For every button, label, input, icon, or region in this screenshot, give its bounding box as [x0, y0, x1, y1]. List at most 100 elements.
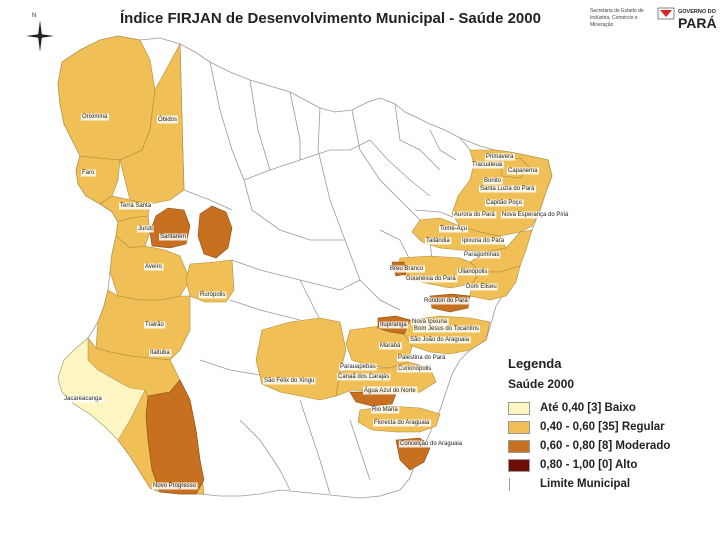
label-halo — [81, 113, 109, 121]
north-arrow-icon: N — [26, 13, 54, 52]
label-bonito: Bonito — [484, 178, 502, 184]
label-maraba: Marabá — [380, 343, 401, 349]
government-logo: GOVERNO DO PARÁ — [657, 7, 717, 31]
label-halo — [479, 185, 537, 193]
legend-item-moderado: 0,60 - 0,80 [8] Moderado — [508, 438, 670, 454]
label-halo — [409, 336, 471, 344]
label-halo — [397, 354, 448, 362]
label-palestina: Palestina do Pará — [398, 355, 446, 361]
legend-item-regular: 0,40 - 0,60 [35] Regular — [508, 419, 665, 435]
label-halo — [465, 283, 498, 291]
label-agua-azul: Água Azul do Norte — [364, 387, 416, 394]
label-rio-maria: Rio Maria — [372, 407, 398, 413]
legend-title: Legenda — [508, 356, 562, 371]
legend-item-baixo: Até 0,40 [3] Baixo — [508, 400, 636, 416]
legend-swatch-moderado — [508, 439, 530, 453]
label-halo — [501, 211, 571, 219]
label-ulianopolis: Ulianópolis — [458, 269, 487, 275]
label-parauapebas: Parauapebas — [340, 364, 376, 370]
label-nova-esperanca: Nova Esperança do Piriá — [502, 212, 569, 218]
label-santarem: Santarém — [160, 234, 186, 240]
legend-swatch-baixo — [508, 401, 530, 415]
label-halo — [337, 373, 391, 381]
label-dom-eliseu: Dom Eliseu — [466, 284, 497, 290]
label-obidos: Óbidos — [158, 116, 177, 123]
legend-label-regular: 0,40 - 0,60 [35] Regular — [540, 421, 665, 433]
legend-label-baixo: Até 0,40 [3] Baixo — [540, 402, 636, 414]
label-itupiranga: Itupiranga — [380, 322, 407, 328]
label-halo — [137, 225, 154, 233]
label-halo — [485, 199, 524, 207]
label-halo — [379, 321, 409, 329]
label-primavera: Primavera — [486, 154, 514, 160]
map-title: Índice FIRJAN de Desenvolvimento Municip… — [120, 10, 541, 27]
legend-label-moderado: 0,60 - 0,80 [8] Moderado — [540, 440, 671, 452]
label-canaa: Canaã dos Carajás — [338, 374, 389, 380]
label-halo — [457, 268, 489, 276]
label-capitao-poco: Capitão Poço — [486, 200, 523, 206]
label-paragominas: Paragominas — [464, 252, 499, 258]
label-halo — [471, 161, 504, 169]
label-halo — [389, 265, 426, 273]
region-obidos-south — [119, 42, 185, 205]
legend: Legenda Saúde 2000 Até 0,40 [3] Baixo 0,… — [498, 352, 708, 502]
label-halo — [119, 202, 153, 210]
label-halo — [485, 153, 516, 161]
label-halo — [397, 365, 433, 373]
label-floresta: Floresta do Araguaia — [374, 420, 430, 426]
legend-line-limite — [508, 477, 530, 491]
label-tailandia: Tailândia — [426, 238, 450, 244]
label-halo — [159, 233, 188, 241]
label-ipixuna: Ipixuna do Pará — [462, 238, 505, 244]
label-halo — [423, 297, 470, 305]
label-halo — [507, 167, 540, 175]
label-faro: Faro — [82, 170, 95, 176]
label-halo — [157, 115, 179, 124]
label-sao-joao-do-araguaia: São João do Araguaia — [410, 337, 470, 343]
label-halo — [363, 386, 418, 395]
label-itaituba: Itaituba — [150, 350, 170, 356]
label-ruropolis: Rurópolis — [200, 292, 225, 298]
legend-label-alto: 0,80 - 1,00 [0] Alto — [540, 459, 638, 471]
label-halo — [411, 318, 449, 326]
legend-item-limite: Limite Municipal — [508, 476, 630, 492]
legend-item-alto: 0,80 - 1,00 [0] Alto — [508, 457, 637, 473]
label-terra-santa: Terra Santa — [120, 203, 152, 209]
label-aurora-do-para: Aurora do Pará — [454, 212, 495, 218]
label-halo — [199, 291, 227, 299]
label-halo — [339, 363, 377, 371]
label-halo — [413, 325, 480, 333]
label-tracuateua: Tracuateua — [472, 162, 503, 168]
label-oriximina: Oriximiná — [82, 114, 108, 120]
label-halo — [81, 169, 96, 177]
label-halo — [453, 211, 497, 219]
label-santa-luzia: Santa Luzia do Pará — [480, 186, 535, 192]
label-jacareacanga: Jacareacanga — [64, 396, 102, 402]
label-conceicao: Conceição do Araguaia — [400, 441, 463, 447]
label-halo — [461, 237, 506, 245]
label-halo — [152, 482, 198, 490]
label-goianesia: Goianésia do Pará — [406, 276, 456, 282]
label-halo — [463, 251, 501, 259]
region-jacareacanga — [57, 337, 146, 441]
label-tome-acu: Tomé-Açu — [440, 226, 467, 232]
legend-subtitle: Saúde 2000 — [508, 377, 575, 391]
label-breu-branco: Breu Branco — [390, 266, 424, 272]
region-trairao — [95, 289, 191, 361]
label-curionopolis: Curionópolis — [398, 366, 431, 372]
label-aveiro: Aveiro — [145, 264, 163, 270]
label-halo — [399, 440, 464, 448]
label-halo — [373, 419, 432, 427]
label-capanema: Capanema — [508, 168, 538, 174]
label-halo — [483, 177, 503, 185]
region-novo-progresso — [145, 379, 205, 495]
place-labels: Oriximiná Óbidos Faro Terra Santa Juruti… — [63, 113, 571, 490]
label-halo — [144, 321, 166, 329]
region-santarem-east — [197, 205, 233, 259]
org-name: Secretaria de Estado de Indústria, Comér… — [590, 8, 644, 28]
label-halo — [144, 263, 164, 271]
label-novo-progresso: Novo Progresso — [153, 483, 197, 489]
label-halo — [439, 225, 469, 233]
label-halo — [379, 342, 403, 350]
